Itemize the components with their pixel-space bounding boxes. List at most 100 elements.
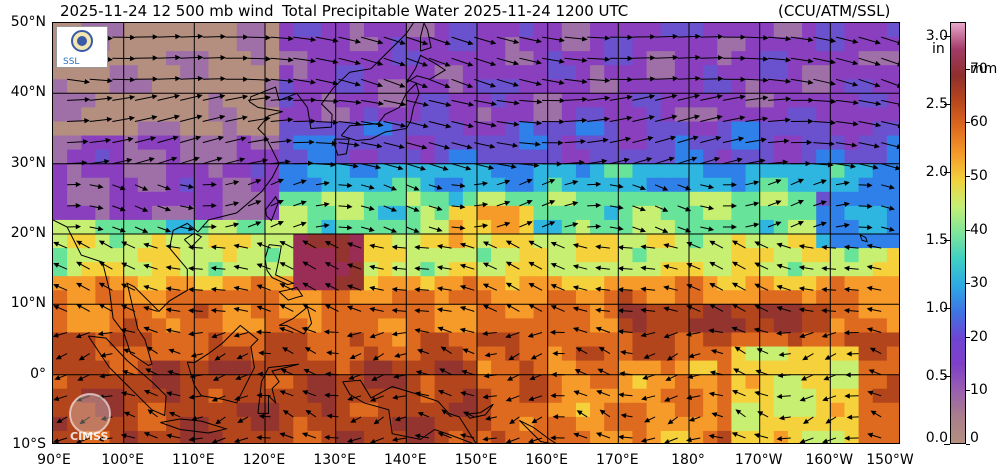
- wind-vector-head: [302, 282, 309, 288]
- tpw-cell: [745, 332, 761, 348]
- tpw-cell: [194, 51, 210, 66]
- tpw-cell: [689, 402, 704, 418]
- tpw-cell: [858, 93, 874, 108]
- tpw-cell: [420, 346, 436, 362]
- tpw-cell: [236, 23, 252, 38]
- wind-vector-head: [778, 415, 785, 421]
- tpw-cell: [575, 318, 591, 334]
- tpw-cell: [477, 79, 492, 94]
- coast-new-britain: [466, 403, 494, 419]
- tpw-cell: [618, 388, 634, 404]
- tpw-cell: [222, 346, 238, 362]
- tpw-cell: [166, 374, 181, 390]
- tpw-cell: [590, 65, 605, 80]
- wind-vector-head: [309, 139, 315, 145]
- wind-vector-head: [536, 38, 543, 44]
- tpw-cell: [406, 149, 422, 165]
- wind-vector-head: [625, 136, 632, 142]
- tpw-cell: [208, 37, 224, 52]
- tpw-cell: [194, 290, 210, 305]
- tpw-cell: [321, 107, 337, 123]
- tpw-cell: [279, 163, 294, 179]
- wind-vector-head: [846, 351, 852, 357]
- wind-vector-head: [459, 263, 466, 269]
- tpw-cell: [67, 135, 82, 151]
- wind-vector-head: [581, 36, 588, 42]
- wind-vector-head: [76, 240, 83, 246]
- wind-vector-head: [165, 185, 172, 191]
- tpw-cell: [575, 23, 591, 38]
- wind-vector-head: [165, 286, 172, 292]
- tpw-cell: [646, 402, 662, 418]
- coast-sumatra: [87, 335, 167, 417]
- tpw-cell: [477, 135, 492, 151]
- tpw-cell: [773, 276, 789, 291]
- tpw-cell: [222, 374, 238, 390]
- wind-vector-head: [763, 77, 769, 83]
- tpw-cell: [646, 430, 662, 443]
- tpw-cell: [759, 23, 775, 38]
- wind-vector-head: [378, 100, 384, 106]
- wind-vector-head: [666, 355, 673, 361]
- coast-borneo: [186, 324, 259, 404]
- tpw-cell: [208, 107, 224, 123]
- tpw-cell: [321, 290, 337, 305]
- wind-vector-head: [197, 33, 204, 40]
- tpw-cell: [81, 219, 96, 235]
- tpw-cell: [222, 37, 238, 52]
- tpw-cell: [81, 93, 96, 108]
- tpw-map[interactable]: [52, 22, 900, 444]
- tpw-cell: [674, 135, 690, 151]
- tpw-cell: [194, 234, 210, 249]
- wind-vector-head: [354, 81, 361, 87]
- tpw-cell: [392, 234, 407, 249]
- tpw-cell: [265, 191, 280, 207]
- tpw-cell: [208, 248, 224, 263]
- tpw-cell: [491, 346, 506, 362]
- tpw-cell: [731, 163, 747, 179]
- wind-vector-head: [695, 54, 701, 61]
- tpw-cell: [420, 121, 436, 137]
- wind-vector-head: [734, 346, 741, 352]
- tpw-cell: [745, 135, 761, 151]
- tpw-cell: [265, 304, 280, 319]
- inch-tick-label: 1.5: [925, 231, 948, 248]
- tpw-cell: [844, 402, 860, 418]
- inch-tick-label: 1.0: [925, 299, 948, 316]
- tpw-cell: [420, 65, 436, 80]
- tpw-cell: [759, 93, 775, 108]
- tpw-cell: [448, 248, 464, 263]
- tpw-cell: [759, 346, 775, 362]
- tpw-cell: [858, 65, 874, 80]
- tpw-cell: [689, 65, 704, 80]
- tpw-cell: [321, 121, 337, 137]
- tpw-cell: [660, 248, 676, 263]
- tpw-cell: [123, 121, 139, 137]
- tpw-cell: [378, 23, 393, 38]
- tpw-cell: [703, 430, 718, 443]
- wind-vector-head: [310, 79, 317, 85]
- wind-vector-head: [77, 375, 84, 381]
- tpw-cell: [872, 219, 888, 235]
- tpw-cell: [844, 416, 860, 432]
- tpw-cell: [745, 360, 761, 376]
- tpw-cell: [208, 177, 224, 193]
- tpw-cell: [307, 23, 323, 38]
- wind-vector-head: [754, 304, 761, 310]
- tpw-cell: [279, 79, 294, 94]
- tpw-cell: [109, 402, 125, 418]
- tpw-cell: [448, 374, 464, 390]
- tpw-cell: [491, 402, 506, 418]
- tpw-cell: [109, 374, 125, 390]
- tpw-cell: [590, 205, 605, 221]
- coast-luzon: [264, 244, 295, 286]
- wind-vector-head: [421, 83, 428, 89]
- tpw-cell: [519, 205, 535, 221]
- wind-vector-head: [775, 179, 782, 185]
- wind-vector-head: [709, 261, 716, 267]
- wind-vector-head: [397, 165, 404, 171]
- tpw-cell: [279, 121, 294, 137]
- tpw-cell: [166, 177, 181, 193]
- wind-vector-head: [640, 332, 647, 338]
- tpw-cell: [703, 37, 718, 52]
